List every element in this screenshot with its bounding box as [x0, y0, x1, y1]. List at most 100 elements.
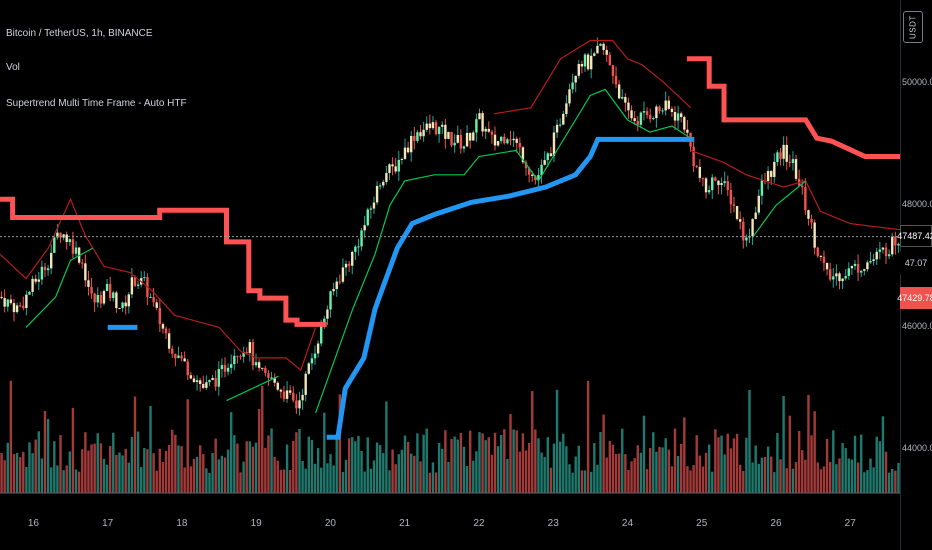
candle [810, 214, 813, 229]
volume-bar [754, 445, 757, 493]
candle [22, 296, 25, 311]
volume-bar [202, 454, 205, 493]
candle [112, 290, 115, 302]
volume-bar [444, 430, 447, 493]
candle [292, 386, 295, 403]
volume-bar [425, 428, 428, 493]
candle [192, 375, 196, 383]
candle [583, 53, 587, 73]
volume-bar [332, 465, 335, 493]
candle [437, 126, 441, 143]
candle [779, 147, 782, 166]
candle [254, 353, 258, 368]
candle [357, 238, 360, 256]
candle [614, 66, 618, 89]
candle [794, 154, 798, 182]
volume-bar [850, 459, 854, 493]
candle [394, 157, 397, 174]
volume-bar [301, 461, 304, 493]
candle [735, 205, 739, 221]
candle [295, 394, 298, 414]
candle [707, 185, 711, 195]
volume-bar [226, 449, 230, 493]
candle [701, 177, 705, 187]
volume-bar [77, 471, 81, 493]
volume-legend[interactable]: Vol [6, 62, 20, 73]
volume-bar [230, 412, 233, 493]
volume-bar [112, 432, 115, 493]
volume-bar [428, 472, 432, 493]
candle [375, 181, 379, 205]
volume-bar [357, 435, 360, 493]
candle [537, 167, 540, 188]
volume-bar [276, 460, 279, 493]
volume-bar [813, 411, 816, 493]
volume-bar [329, 454, 332, 493]
volume-bar [192, 458, 196, 493]
volume-bar [596, 464, 599, 493]
candle [338, 274, 342, 285]
candle [245, 347, 248, 354]
volume-bar [757, 463, 760, 493]
candle [276, 381, 279, 392]
volume-bar [307, 436, 310, 493]
candle [422, 121, 425, 142]
candle [189, 371, 193, 380]
volume-bar [102, 458, 106, 493]
volume-bar [860, 434, 863, 493]
candle [841, 278, 844, 290]
time-axis-label: 27 [844, 518, 856, 529]
volume-bar [633, 458, 636, 493]
volume-bar [12, 454, 16, 493]
volume-bar [9, 380, 13, 493]
volume-bar [720, 435, 723, 493]
price-scale[interactable] [900, 0, 932, 550]
volume-bar [310, 440, 314, 493]
volume-bar [406, 441, 410, 493]
volume-bar [478, 432, 481, 493]
candle [773, 153, 776, 183]
price-axis-label: 46000.00 [902, 321, 932, 332]
volume-bar [711, 471, 714, 493]
candle [832, 267, 835, 288]
candle [496, 140, 500, 148]
volume-bar [518, 451, 522, 493]
candle [459, 129, 463, 154]
volume-bar [869, 458, 872, 493]
volume-bar [351, 437, 354, 493]
volume-bar [136, 431, 140, 493]
volume-bar [118, 452, 121, 493]
volume-bar [152, 453, 155, 493]
candle [487, 121, 490, 134]
candle [599, 43, 602, 47]
candle [40, 260, 44, 285]
volume-bar [676, 456, 680, 493]
supertrend-ltf-line [25, 247, 94, 328]
volume-bar [419, 461, 422, 493]
price-chart[interactable] [0, 0, 900, 550]
candle [301, 388, 304, 410]
volume-bar [689, 470, 692, 493]
volume-bar [375, 442, 379, 493]
currency-badge[interactable]: USDT [903, 11, 923, 43]
volume-bar [490, 454, 494, 493]
volume-bar [667, 449, 670, 493]
volume-bar [614, 453, 618, 493]
volume-bar [465, 466, 469, 493]
candle [766, 166, 770, 190]
volume-bar [819, 469, 823, 493]
candle [102, 289, 106, 306]
volume-bar [394, 464, 397, 493]
volume-bar [658, 446, 661, 493]
volume-bar [313, 463, 317, 493]
volume-bar [261, 385, 264, 493]
volume-bar [571, 472, 574, 493]
volume-bar [245, 441, 248, 493]
candle [96, 287, 99, 308]
indicator-legend[interactable]: Supertrend Multi Time Frame - Auto HTF [6, 98, 187, 109]
volume-bar [856, 462, 860, 493]
volume-bar [872, 467, 875, 493]
symbol-legend[interactable]: Bitcoin / TetherUS, 1h, BINANCE [6, 28, 153, 39]
candle [140, 271, 143, 288]
candle [183, 351, 186, 362]
